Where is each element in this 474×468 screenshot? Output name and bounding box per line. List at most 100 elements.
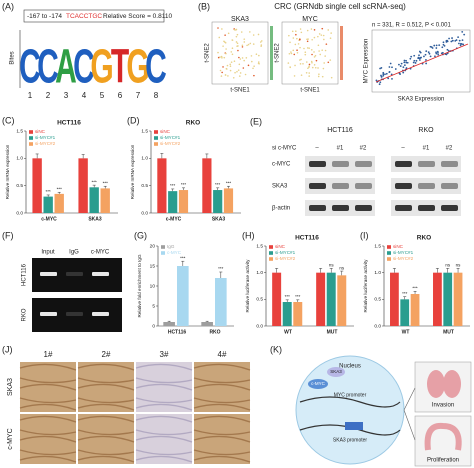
decor-dot [294,43,297,46]
decor-dot [219,56,221,58]
decor-dot [375,79,378,82]
y-tick-label: 5 [152,303,155,309]
panel-title: RKO [417,235,431,242]
y-tick-label: 20 [150,243,156,249]
decor-dot [252,67,254,70]
x-tick-label: c-MYC [41,216,57,222]
sequence: TCACCTGC [66,13,102,20]
decor-dot [403,64,406,66]
decor-dot [317,67,319,69]
ihc-texture [135,397,193,404]
ihc-texture [135,377,193,384]
site: -167 to -174 [27,13,62,20]
y-label: Bites [10,51,16,64]
decor-dot [382,71,385,74]
ihc-texture [193,403,251,411]
decor-dot [302,62,304,65]
decor-dot [317,44,320,47]
decor-dot [236,42,239,45]
ihc-texture [19,415,77,423]
logo-letter: C [73,41,95,94]
ihc-texture [193,363,251,371]
decor-dot [418,54,420,57]
bar [163,322,175,326]
decor-dot [220,55,223,58]
map-title: SKA3 [231,16,249,23]
ihc-texture [135,383,193,391]
decor-dot [324,55,326,57]
x-tick-label: RKO [209,329,220,335]
decor-dot [233,60,236,63]
decor-dot [238,63,241,66]
ihc-texture [193,435,251,443]
y-tick-label: 0.0 [16,210,23,216]
decor-dot [458,42,460,45]
significance: *** [215,182,221,187]
decor-dot [260,44,263,46]
panel-title: RKO [186,120,200,127]
decor-dot [257,33,260,36]
lane-label: Input [41,250,55,256]
bar [410,294,420,326]
site-box [23,9,165,23]
y-label: Relative mRNA expression [5,144,10,199]
decor-dot [290,52,293,55]
decor-dot [260,40,263,42]
decor-dot [313,51,315,53]
decor-dot [410,55,413,58]
ihc-texture [77,455,135,463]
decor-dot [306,40,309,43]
x-tick-label: 6 [118,91,123,100]
decor-dot [245,57,248,59]
y-tick-label: 1.0 [141,156,148,162]
logo-letter: A [55,41,77,94]
decor-dot [223,56,226,59]
bar [282,302,292,326]
ska3-protein [327,367,345,377]
decor-dot [320,34,323,36]
decor-dot [379,81,382,84]
x-tick-label: SKA3 [212,216,226,222]
legend-entry: si-MYC#1 [275,250,296,255]
decor-dot [430,46,433,48]
decor-dot [217,51,219,54]
ihc-texture [19,397,77,404]
blot-band [418,205,435,211]
legend-swatch [387,257,391,261]
cell-line: HCT116 [22,263,28,286]
lung-icon [427,370,445,398]
y-label: t-SNE2 [205,43,211,63]
decor-dot [327,29,330,31]
blot-band [441,161,458,167]
decor-dot [308,72,311,74]
bar [443,272,453,326]
legend-entry: IgG [167,244,175,249]
x-tick-label: 5 [100,91,105,100]
decor-dot [249,42,252,45]
legend-entry: si-MYC#1 [160,135,181,140]
legend-swatch [269,251,273,255]
fit-line [375,43,469,83]
decor-dot [235,35,238,38]
decor-dot [310,49,313,51]
decor-dot [315,59,318,62]
decor-dot [229,65,232,68]
gel-band [92,312,109,316]
decor-dot [229,69,232,72]
decor-dot [450,40,453,43]
decor-dot [293,53,296,56]
decor-dot [380,67,383,69]
ihc-texture [193,429,251,436]
decor-dot [220,75,223,77]
map-frame [211,21,269,85]
decor-dot [461,30,464,33]
legend-swatch [269,245,273,249]
panel-label: (B) [198,1,210,11]
decor-dot [310,28,313,30]
decor-dot [292,37,295,39]
decor-dot [238,75,241,77]
ihc-texture [77,435,135,443]
y-tick-label: 1.5 [141,128,148,134]
significance: *** [226,180,232,185]
